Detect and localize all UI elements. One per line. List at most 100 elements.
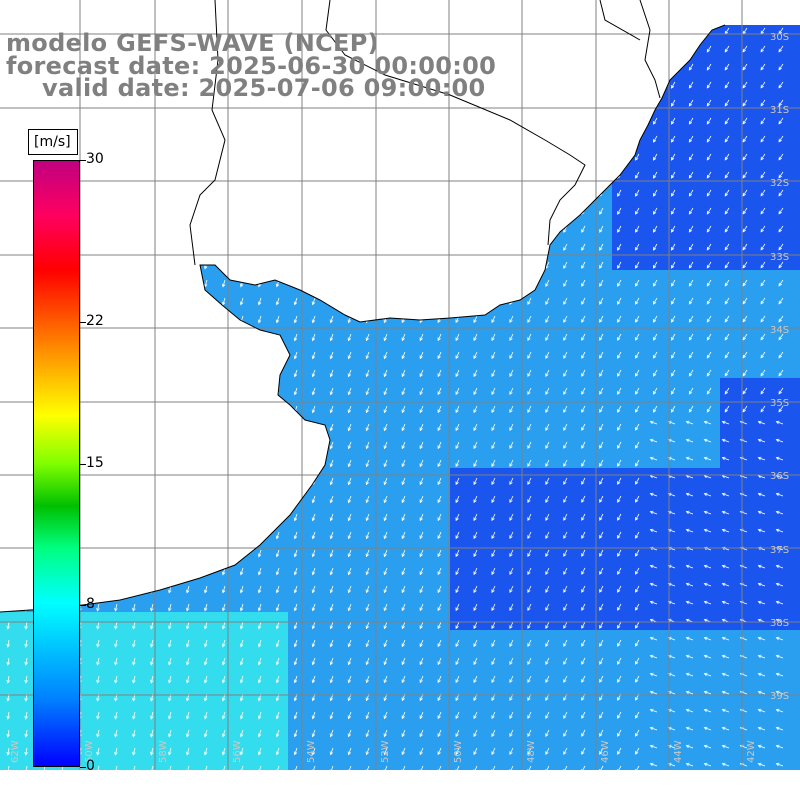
wind-cell [522,432,540,450]
wind-cell [396,486,414,504]
wind-cell [558,90,576,108]
wind-arrow [365,243,370,252]
wind-cell [648,342,666,360]
wind-cell [90,522,108,540]
wind-cell [468,702,486,720]
wind-arrow [257,315,262,324]
wind-cell [342,486,360,504]
wind-cell [702,684,720,702]
colorbar-tick-label: 22 [86,312,104,329]
wind-arrow [203,279,208,288]
wind-cell [648,738,666,756]
wind-arrow [132,531,136,540]
wind-cell [216,432,234,450]
wind-arrow [221,459,226,468]
wind-arrow [132,153,136,162]
wind-arrow [706,243,712,251]
wind-cell [468,216,486,234]
wind-cell [504,720,522,738]
wind-cell [414,720,432,738]
wind-cell [0,144,18,162]
wind-arrow [347,729,352,738]
wind-cell [612,468,630,486]
wind-arrow [545,477,550,485]
wind-arrow [437,747,442,756]
wind-cell [288,144,306,162]
wind-cell [666,378,684,396]
colorbar-tick [80,463,86,465]
wind-cell [594,72,612,90]
wind-cell [234,360,252,378]
wind-cell [648,504,666,522]
forecast-date: forecast date: 2025-06-30 00:00:00 [6,52,497,80]
wind-cell [684,522,702,540]
wind-cell [756,522,774,540]
wind-arrow [649,744,658,749]
wind-cell [522,90,540,108]
wind-arrow [527,423,532,432]
wind-arrow [509,225,514,234]
wind-arrow [473,495,478,504]
wind-arrow [775,528,784,533]
wind-cell [720,594,738,612]
wind-arrow [24,243,28,252]
wind-arrow [401,189,406,198]
wind-arrow [275,153,280,162]
wind-arrow [329,207,334,216]
wind-arrow [419,549,424,558]
wind-arrow [239,171,244,180]
wind-cell [630,180,648,198]
wind-cell [378,378,396,396]
wind-arrow [757,564,766,569]
wind-cell [504,108,522,126]
wind-cell [684,360,702,378]
wind-arrow [203,621,208,630]
wind-cell [144,756,162,770]
wind-cell [666,756,684,770]
wind-cell [378,486,396,504]
wind-arrow [742,405,748,413]
wind-arrow [24,387,28,396]
wind-arrow [563,585,568,593]
wind-cell [522,72,540,90]
wind-cell [468,756,486,770]
wind-cell [612,450,630,468]
wind-arrow [401,225,406,234]
wind-cell [648,576,666,594]
wind-cell [774,0,792,18]
wind-arrow [635,207,640,215]
wind-arrow [509,639,514,648]
wind-arrow [186,315,190,324]
wind-arrow [437,261,442,270]
wind-cell [108,0,126,18]
wind-cell [792,540,800,558]
wind-cell [540,486,558,504]
wind-arrow [365,531,370,540]
wind-cell [162,630,180,648]
valid-date: valid date: 2025-07-06 09:00:00 [42,74,486,102]
wind-cell [180,468,198,486]
wind-arrow [221,405,226,414]
wind-cell [198,576,216,594]
lon-label: 62W [10,740,21,763]
wind-cell [720,180,738,198]
wind-cell [468,270,486,288]
wind-cell [756,432,774,450]
wind-arrow [24,729,28,738]
wind-arrow [455,513,460,522]
wind-arrow [132,675,136,684]
wind-arrow [455,135,460,144]
wind-arrow [311,621,316,630]
wind-cell [396,522,414,540]
wind-arrow [563,441,568,449]
wind-cell [792,486,800,504]
wind-cell [792,288,800,306]
wind-cell [756,198,774,216]
wind-arrow [6,279,10,288]
wind-cell [306,198,324,216]
wind-arrow [96,675,100,684]
wind-cell [612,360,630,378]
wind-cell [630,216,648,234]
wind-arrow [6,423,10,432]
wind-arrow [527,495,532,504]
